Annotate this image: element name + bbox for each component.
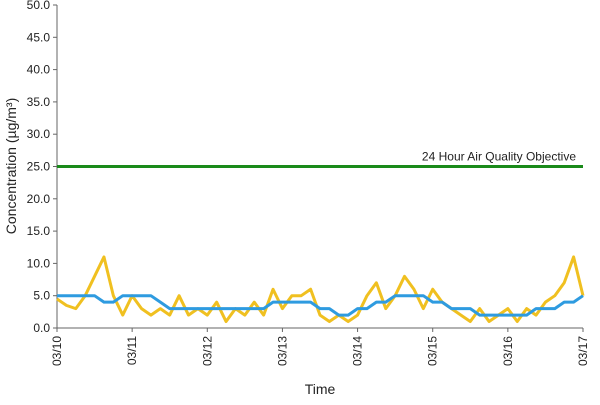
x-tick-label: 03/13 bbox=[275, 336, 289, 366]
y-tick-label: 0.0 bbox=[33, 321, 50, 335]
objective-label: 24 Hour Air Quality Objective bbox=[422, 150, 576, 164]
x-tick-label: 03/11 bbox=[125, 336, 139, 365]
y-tick-label: 10.0 bbox=[27, 256, 51, 270]
y-tick-label: 35.0 bbox=[27, 95, 51, 109]
x-tick-label: 03/17 bbox=[576, 336, 590, 366]
series-line bbox=[57, 294, 584, 317]
x-tick-label: 03/14 bbox=[351, 336, 365, 366]
x-tick-label: 03/15 bbox=[426, 336, 440, 366]
y-axis-title: Concentration (µg/m³) bbox=[3, 98, 19, 234]
x-tick-label: 03/12 bbox=[200, 336, 214, 366]
x-tick-label: 03/16 bbox=[501, 336, 515, 366]
y-tick-label: 50.0 bbox=[27, 0, 51, 12]
series-line bbox=[56, 255, 585, 324]
y-tick-label: 15.0 bbox=[27, 224, 51, 238]
y-tick-label: 20.0 bbox=[27, 192, 51, 206]
x-tick-label: 03/10 bbox=[50, 336, 64, 366]
y-tick-label: 45.0 bbox=[27, 30, 51, 44]
y-tick-label: 25.0 bbox=[27, 160, 51, 174]
y-tick-label: 5.0 bbox=[33, 289, 50, 303]
y-tick-label: 30.0 bbox=[27, 127, 51, 141]
x-axis-title: Time bbox=[305, 381, 336, 397]
y-tick-label: 40.0 bbox=[27, 63, 51, 77]
